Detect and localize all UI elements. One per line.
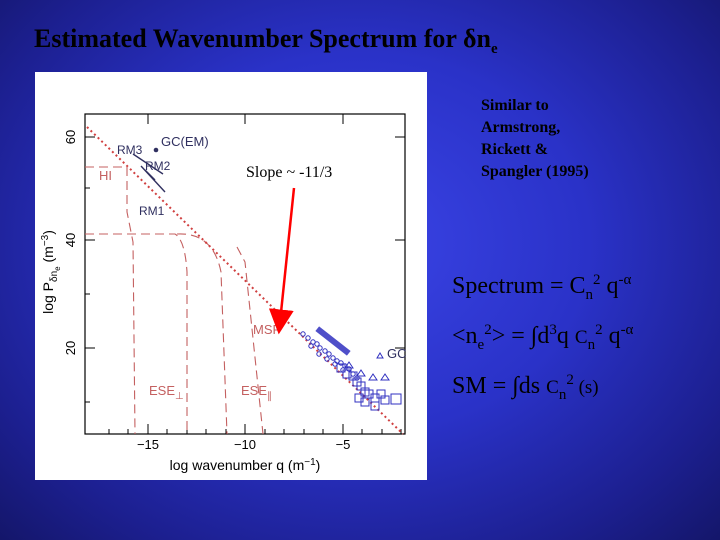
- title-symbol: δn: [463, 24, 491, 53]
- y-tick-marks: [85, 136, 405, 403]
- y-axis-label: log Pδne (m−3): [40, 230, 62, 314]
- equation-spectrum: Spectrum = Cn2 q-α: [452, 272, 632, 303]
- label-rm2: RM2: [145, 159, 171, 173]
- equation-density: <ne2> = ∫d3q Cn2 q-α: [452, 322, 634, 353]
- model-curves: [85, 166, 264, 435]
- x-tick-label: −5: [336, 437, 351, 452]
- reference-note: Similar to Armstrong, Rickett & Spangler…: [481, 97, 589, 180]
- slope-label: Slope ~ -11/3: [246, 164, 333, 181]
- spectrum-figure: −15 −10 −5 20 40 60 log wavenumber q (m−…: [35, 72, 427, 480]
- x-tick-label: −15: [137, 437, 159, 452]
- label-rm3: RM3: [117, 143, 143, 157]
- label-ese-par: ESE∥: [241, 383, 272, 402]
- slide-title: Estimated Wavenumber Spectrum for δne: [34, 24, 498, 58]
- y-tick-label: 60: [63, 130, 78, 144]
- msp-dense: [315, 326, 351, 356]
- title-text: Estimated Wavenumber Spectrum for: [34, 24, 463, 53]
- y-tick-label: 20: [63, 341, 78, 355]
- title-subscript: e: [490, 41, 498, 58]
- triangle-points: [344, 352, 390, 381]
- label-gc-em: GC(EM): [161, 134, 209, 149]
- label-hi: HI: [99, 168, 112, 183]
- y-tick-label: 40: [63, 233, 78, 247]
- label-gc: GC: [387, 346, 407, 361]
- gc-em-point: [153, 147, 159, 153]
- label-rm1: RM1: [139, 204, 165, 218]
- label-msp: MSP: [253, 322, 281, 337]
- x-axis-label: log wavenumber q (m−1): [170, 457, 321, 473]
- label-ese-perp: ESE⊥: [149, 383, 184, 402]
- spectrum-plot: −15 −10 −5 20 40 60 log wavenumber q (m−…: [40, 113, 407, 473]
- rm-segments: [132, 153, 166, 193]
- x-tick-label: −10: [234, 437, 256, 452]
- equation-scattering-measure: SM = ∫ds Cn2 (s): [452, 372, 599, 403]
- fit-line: [86, 126, 404, 435]
- square-points: [336, 363, 402, 411]
